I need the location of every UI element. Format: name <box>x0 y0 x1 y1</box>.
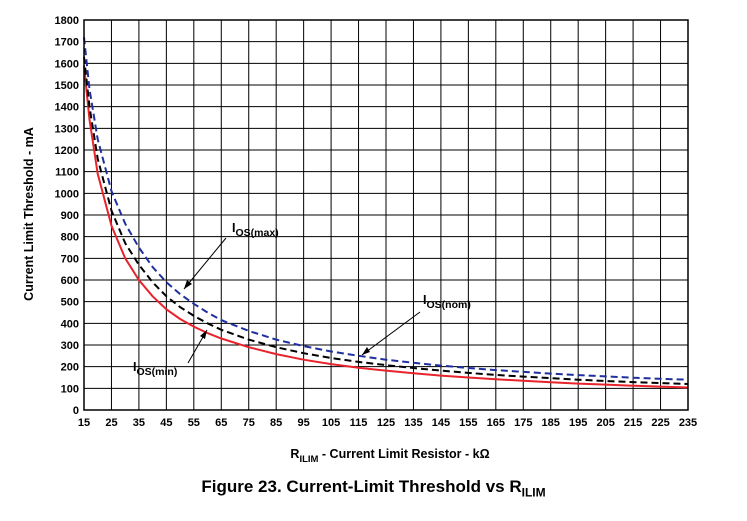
annotation-ios-nom-sub: OS(nom) <box>426 299 470 311</box>
plot-frame <box>83 19 689 411</box>
annotation-ios-nom-label: IOS(nom) <box>423 293 471 311</box>
y-tick-label: 1300 <box>55 123 79 135</box>
y-tick-label: 1800 <box>55 15 79 27</box>
x-tick-label: 115 <box>350 417 368 429</box>
x-tick-label: 65 <box>215 417 227 429</box>
x-tick-label: 195 <box>569 417 587 429</box>
annotation-ios-max-arrowhead <box>184 280 192 289</box>
x-tick-label: 105 <box>322 417 340 429</box>
series-lines <box>83 37 689 389</box>
annotation-ios-max: IOS(max) <box>183 221 279 290</box>
grid-lines <box>83 19 689 411</box>
chart-figure: 15 25 35 45 55 65 75 85 95 105 115 125 135 145 155 165 1… <box>22 15 697 465</box>
annotation-ios-min-arrowhead <box>200 330 207 339</box>
y-tick-label: 900 <box>61 210 79 222</box>
y-tick-label: 1600 <box>55 58 79 70</box>
x-tick-label: 155 <box>459 417 477 429</box>
x-axis-title: RILIM - Current Limit Resistor - kΩ <box>290 447 489 465</box>
annotation-ios-min-main: I <box>133 360 136 374</box>
annotation-ios-min-sub: OS(min) <box>136 366 177 378</box>
x-tick-label: 135 <box>404 417 422 429</box>
annotation-ios-min: IOS(min) <box>133 329 208 378</box>
annotation-ios-max-label: IOS(max) <box>232 221 279 239</box>
y-tick-label: 1400 <box>55 102 79 114</box>
x-tick-label: 55 <box>188 417 200 429</box>
y-tick-label: 100 <box>61 383 79 395</box>
y-tick-labels: 0 100 200 300 400 500 600 700 800 900 1000 1100 1200… <box>55 15 79 417</box>
y-tick-label: 0 <box>73 405 79 417</box>
series-line-os-min <box>83 65 689 389</box>
x-tick-label: 75 <box>243 417 255 429</box>
y-tick-label: 1700 <box>55 37 79 49</box>
x-tick-label: 45 <box>160 417 172 429</box>
x-tick-label: 215 <box>624 417 642 429</box>
y-tick-label: 800 <box>61 232 79 244</box>
annotation-ios-nom-arrow <box>361 311 421 356</box>
x-tick-label: 225 <box>651 417 669 429</box>
y-tick-label: 300 <box>61 340 79 352</box>
x-tick-label: 15 <box>78 417 90 429</box>
y-tick-label: 500 <box>61 297 79 309</box>
y-tick-label: 700 <box>61 253 79 265</box>
y-axis-title: Current Limit Threshold - mA <box>22 127 36 301</box>
x-tick-label: 205 <box>596 417 614 429</box>
x-tick-label: 95 <box>298 417 310 429</box>
series-line-os-max <box>83 37 689 381</box>
annotation-ios-max-main: I <box>232 221 235 235</box>
x-tick-label: 175 <box>514 417 532 429</box>
annotation-ios-nom: IOS(nom) <box>361 293 471 356</box>
x-axis-title-sub: ILIM <box>299 454 318 465</box>
y-tick-label: 1500 <box>55 80 79 92</box>
annotation-ios-max-arrow <box>183 237 227 290</box>
y-tick-label: 1000 <box>55 188 79 200</box>
x-tick-label: 145 <box>432 417 450 429</box>
x-tick-label: 125 <box>377 417 395 429</box>
y-tick-label: 200 <box>61 362 79 374</box>
series-line-os-nom <box>83 56 689 385</box>
x-axis-title-rest: - Current Limit Resistor - kΩ <box>318 447 489 461</box>
y-tick-label: 1100 <box>55 167 79 179</box>
annotation-ios-min-label: IOS(min) <box>133 360 177 378</box>
x-tick-label: 85 <box>270 417 282 429</box>
annotation-ios-nom-main: I <box>423 293 426 307</box>
annotation-ios-nom-arrowhead <box>362 347 370 355</box>
y-tick-label: 600 <box>61 275 79 287</box>
x-axis-title-main: R <box>290 447 299 461</box>
y-tick-label: 1200 <box>55 145 79 157</box>
x-tick-label: 35 <box>133 417 145 429</box>
y-tick-label: 400 <box>61 318 79 330</box>
x-tick-labels: 15 25 35 45 55 65 75 85 95 105 115 125 135 145 155 165 1… <box>78 417 697 429</box>
x-tick-label: 25 <box>105 417 117 429</box>
annotation-ios-max-sub: OS(max) <box>235 227 278 239</box>
figure-caption: Figure 23. Current-Limit Threshold vs RI… <box>0 477 747 499</box>
figure-caption-sub: ILIM <box>521 485 546 500</box>
x-tick-label: 235 <box>679 417 697 429</box>
x-tick-label: 165 <box>487 417 505 429</box>
x-tick-label: 185 <box>542 417 560 429</box>
figure-caption-main: Figure 23. Current-Limit Threshold vs R <box>201 477 522 496</box>
